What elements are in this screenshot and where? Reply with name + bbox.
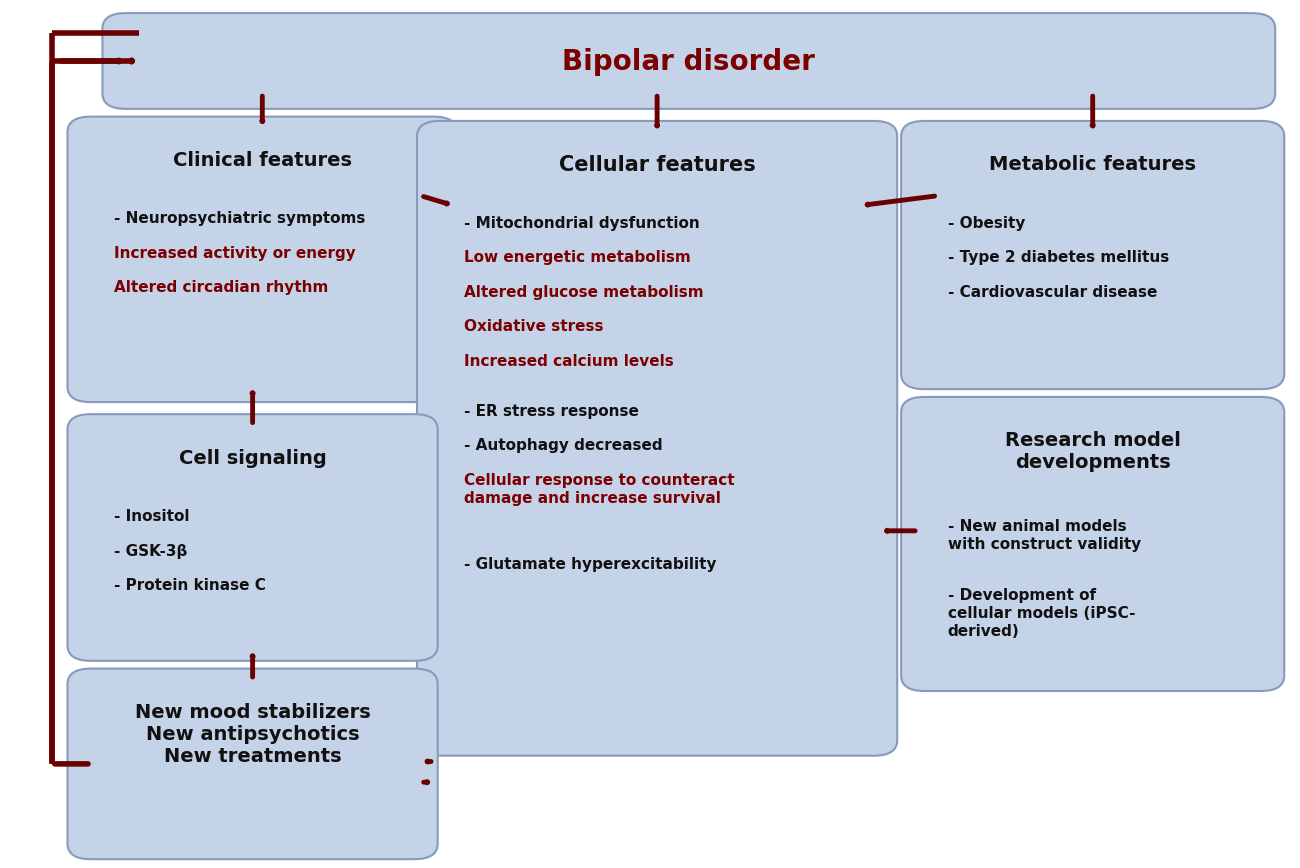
Text: - Obesity: - Obesity <box>948 216 1026 231</box>
Text: - Neuropsychiatric symptoms: - Neuropsychiatric symptoms <box>114 212 365 227</box>
Text: Increased activity or energy: Increased activity or energy <box>114 246 356 261</box>
Text: New mood stabilizers
New antipsychotics
New treatments: New mood stabilizers New antipsychotics … <box>135 703 370 766</box>
Text: - ER stress response: - ER stress response <box>464 404 638 419</box>
FancyBboxPatch shape <box>68 414 438 661</box>
Text: - New animal models
with construct validity: - New animal models with construct valid… <box>948 519 1141 552</box>
FancyBboxPatch shape <box>103 13 1275 108</box>
Text: Research model
developments: Research model developments <box>1005 431 1180 472</box>
Text: Oxidative stress: Oxidative stress <box>464 319 603 334</box>
Text: Altered circadian rhythm: Altered circadian rhythm <box>114 280 329 295</box>
FancyBboxPatch shape <box>417 121 897 756</box>
Text: - Autophagy decreased: - Autophagy decreased <box>464 438 662 453</box>
Text: Low energetic metabolism: Low energetic metabolism <box>464 250 690 266</box>
Text: Metabolic features: Metabolic features <box>989 155 1196 174</box>
Text: - Protein kinase C: - Protein kinase C <box>114 578 266 593</box>
Text: Cellular response to counteract
damage and increase survival: Cellular response to counteract damage a… <box>464 473 734 506</box>
Text: Clinical features: Clinical features <box>173 151 352 170</box>
Text: Cellular features: Cellular features <box>559 155 755 175</box>
Text: - Cardiovascular disease: - Cardiovascular disease <box>948 285 1157 299</box>
Text: Altered glucose metabolism: Altered glucose metabolism <box>464 285 703 299</box>
FancyBboxPatch shape <box>68 668 438 859</box>
Text: - Inositol: - Inositol <box>114 509 190 524</box>
Text: Increased calcium levels: Increased calcium levels <box>464 354 673 369</box>
FancyBboxPatch shape <box>901 397 1284 691</box>
Text: Bipolar disorder: Bipolar disorder <box>563 48 815 76</box>
FancyBboxPatch shape <box>68 116 458 402</box>
Text: - Mitochondrial dysfunction: - Mitochondrial dysfunction <box>464 216 699 231</box>
Text: - Type 2 diabetes mellitus: - Type 2 diabetes mellitus <box>948 250 1169 266</box>
Text: - Glutamate hyperexcitability: - Glutamate hyperexcitability <box>464 557 716 572</box>
FancyBboxPatch shape <box>901 121 1284 389</box>
Text: - GSK-3β: - GSK-3β <box>114 543 187 558</box>
Text: Cell signaling: Cell signaling <box>178 449 326 468</box>
Text: - Development of
cellular models (iPSC-
derived): - Development of cellular models (iPSC- … <box>948 589 1135 640</box>
